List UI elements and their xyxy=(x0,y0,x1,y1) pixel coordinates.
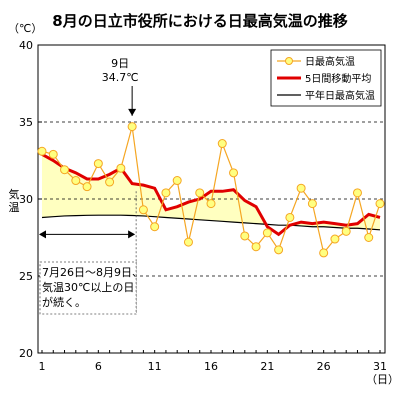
daily-max-point xyxy=(93,159,103,169)
daily-max-point xyxy=(240,231,250,241)
daily-max-point xyxy=(307,199,317,209)
daily-max-point xyxy=(352,188,362,198)
x-tick-label: 21 xyxy=(260,360,274,373)
daily-max-point xyxy=(150,222,160,232)
legend-label-moving-average: 5日間移動平均 xyxy=(305,72,371,85)
range-arrow-right xyxy=(128,230,136,239)
daily-max-point xyxy=(161,188,171,198)
x-tick-label: 26 xyxy=(317,360,331,373)
range-note-box xyxy=(39,261,137,315)
legend-label-normal: 平年日最高気温 xyxy=(305,89,375,102)
daily-max-point xyxy=(274,245,284,255)
series-line-moving-average xyxy=(41,153,381,237)
daily-max-point xyxy=(105,177,115,187)
series-line-normal xyxy=(41,214,381,231)
y-axis-label-char: 気 xyxy=(9,187,20,201)
y-axis-label-char: 温 xyxy=(9,201,20,214)
annotation-arrow-head xyxy=(128,108,137,116)
y-tick-label: 30 xyxy=(19,193,33,206)
y-tick-label: 35 xyxy=(19,116,33,129)
x-tick-label: 11 xyxy=(148,360,162,373)
legend-label-daily: 日最高気温 xyxy=(305,55,355,68)
range-arrow-left xyxy=(39,230,46,239)
daily-max-point xyxy=(71,176,81,186)
daily-max-point xyxy=(217,139,227,149)
daily-max-point xyxy=(296,183,306,193)
daily-max-point xyxy=(127,122,137,132)
x-tick-label: 31 xyxy=(373,360,387,373)
annotation-value: 34.7℃ xyxy=(102,71,139,84)
daily-max-point xyxy=(60,165,70,175)
legend-marker-daily xyxy=(285,57,293,65)
daily-max-point xyxy=(138,205,148,215)
daily-max-point xyxy=(364,233,374,242)
chart-title: 8月の日立市役所における日最高気温の推移 xyxy=(52,12,348,30)
range-note-line: 気温30℃以上の日 xyxy=(42,280,134,294)
y-unit-label: （℃） xyxy=(8,22,42,35)
y-tick-label: 40 xyxy=(19,39,33,52)
daily-max-point xyxy=(172,176,182,186)
daily-max-point xyxy=(285,212,295,222)
range-note-line: 7月26日～8月9日、 xyxy=(42,266,143,279)
daily-max-point xyxy=(48,149,58,159)
daily-max-point xyxy=(195,188,205,198)
daily-max-point xyxy=(330,234,340,244)
y-tick-label: 20 xyxy=(19,347,33,360)
x-tick-label: 6 xyxy=(95,360,102,373)
daily-max-point xyxy=(375,199,385,209)
daily-max-point xyxy=(82,182,92,192)
x-unit-label: （日） xyxy=(366,373,399,386)
annotation-date: 9日 xyxy=(111,57,129,70)
daily-max-point xyxy=(262,228,272,238)
range-note-line: が続く。 xyxy=(42,295,86,309)
daily-max-point xyxy=(341,226,351,236)
x-tick-label: 16 xyxy=(204,360,218,373)
daily-max-point xyxy=(251,242,261,252)
x-tick-label: 1 xyxy=(39,360,46,373)
daily-max-point xyxy=(37,146,47,156)
daily-max-point xyxy=(183,237,193,247)
daily-max-point xyxy=(319,248,329,258)
y-tick-label: 25 xyxy=(19,270,33,283)
daily-max-point xyxy=(229,168,239,178)
daily-max-point xyxy=(206,199,216,209)
daily-max-point xyxy=(116,163,126,173)
